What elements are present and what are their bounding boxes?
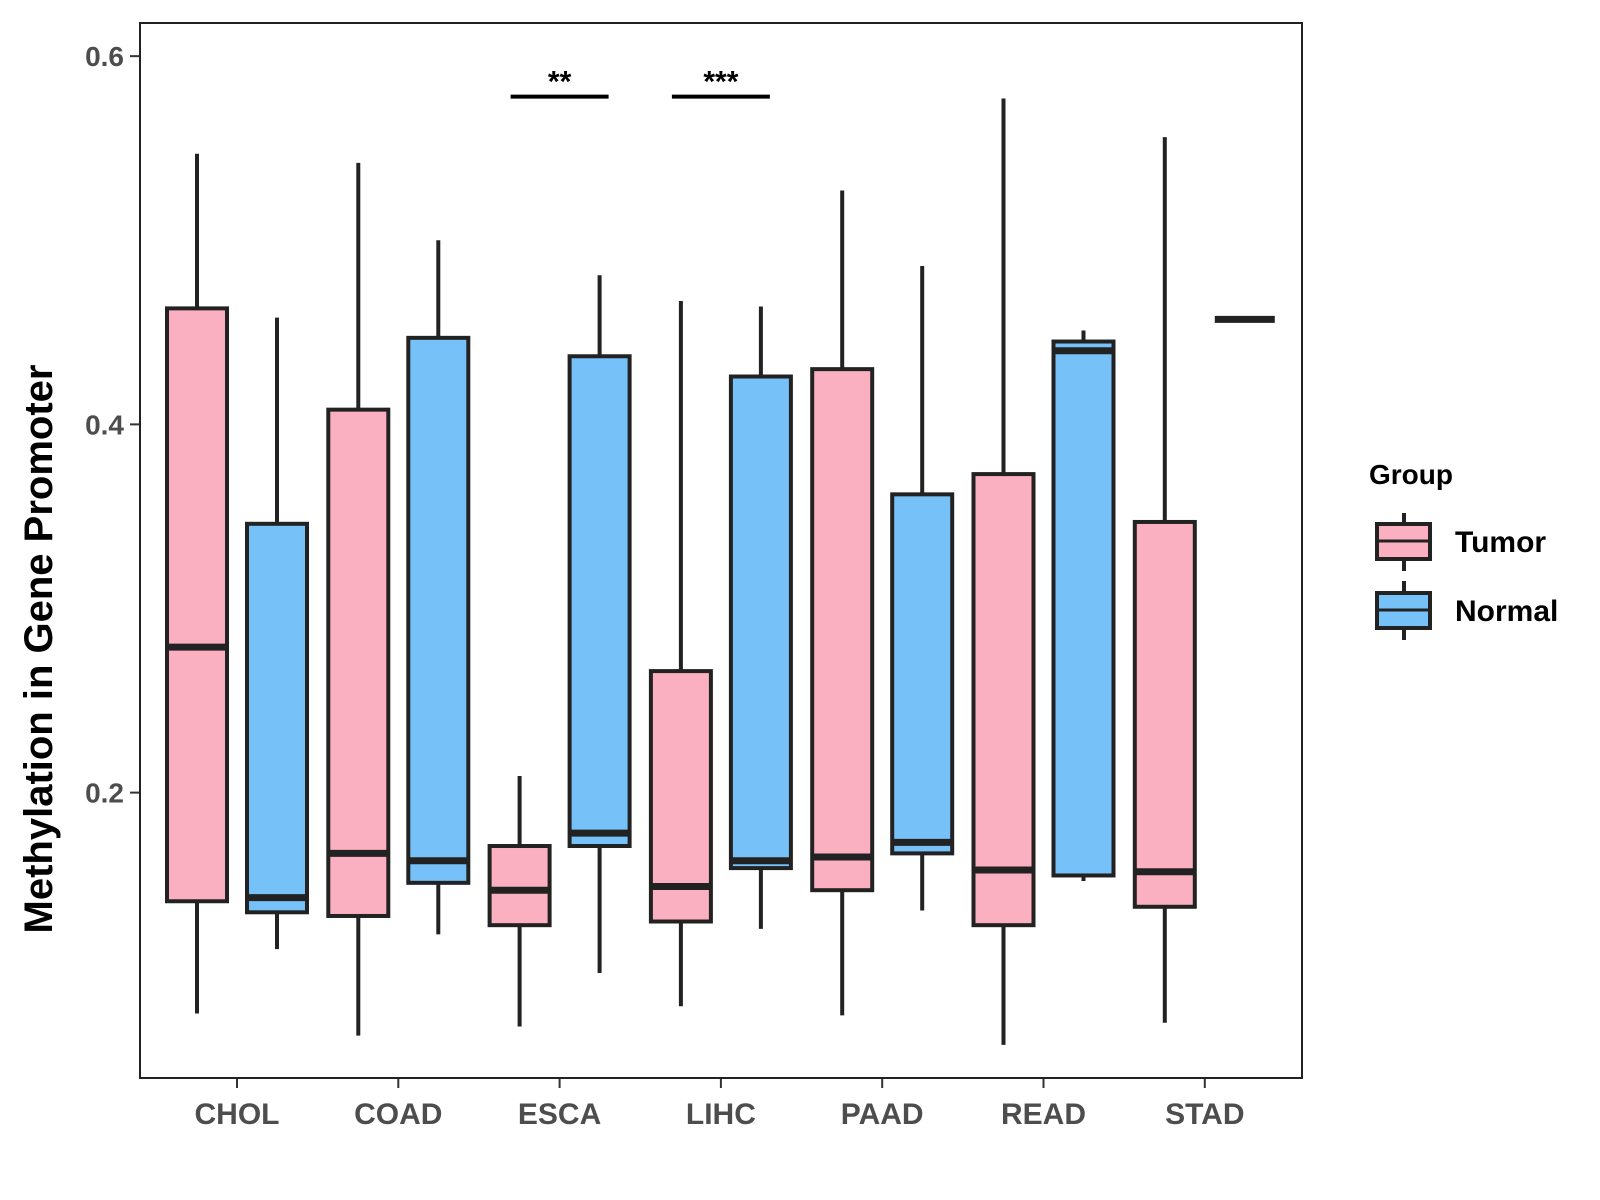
box-body-tumor-read <box>971 472 1036 928</box>
box-body-normal-read <box>1051 339 1116 878</box>
y-tick-label-2: 0.6 <box>85 41 124 72</box>
box-normal-coad <box>406 240 471 935</box>
plot-background <box>140 23 1302 1078</box>
box-body-normal-paad <box>890 492 955 856</box>
box-tumor-read <box>971 98 1036 1045</box>
box-normal-read <box>1051 330 1116 881</box>
box-body-tumor-coad <box>326 407 391 918</box>
plot-border <box>139 22 1303 1079</box>
box-body-normal-coad <box>406 335 471 885</box>
box-normal-esca <box>567 275 632 974</box>
legend-title: Group <box>1369 459 1453 490</box>
significance-label-lihc: *** <box>703 66 738 99</box>
x-tick-label-paad: PAAD <box>841 1098 924 1131</box>
x-tick-label-lihc: LIHC <box>686 1098 756 1131</box>
legend-label-tumor: Tumor <box>1455 526 1546 559</box>
box-body-tumor-chol <box>165 306 229 904</box>
box-tumor-chol <box>165 153 229 1014</box>
box-body-tumor-stad <box>1132 519 1197 909</box>
legend: Group Tumor Normal <box>1369 459 1558 640</box>
box-normal-chol <box>245 317 309 950</box>
box-body-normal-lihc <box>728 374 793 871</box>
x-tick-label-chol: CHOL <box>195 1098 280 1131</box>
y-axis-title: Methylation in Gene Promoter <box>17 365 61 934</box>
x-tick-label-read: READ <box>1001 1098 1086 1131</box>
box-body-tumor-paad <box>810 367 875 893</box>
plot-marks: ** *** <box>165 66 1275 1045</box>
x-tick-label-esca: ESCA <box>518 1098 601 1131</box>
x-tick-label-coad: COAD <box>354 1098 442 1131</box>
box-normal-paad <box>890 266 955 911</box>
y-tick-label-1: 0.4 <box>85 409 124 440</box>
box-normal-lihc <box>728 306 793 929</box>
significance-label-esca: ** <box>548 66 572 99</box>
box-body-normal-chol <box>245 521 309 915</box>
box-tumor-lihc <box>648 301 713 1007</box>
axes: 0.2 0.4 0.6 CHOL COAD ESCA LIHC PAAD READ STAD <box>85 41 1244 1131</box>
box-body-normal-esca <box>567 354 632 849</box>
box-body-tumor-lihc <box>648 669 713 924</box>
y-tick-label-0: 0.2 <box>85 778 124 809</box>
box-tumor-esca <box>487 776 552 1027</box>
box-tumor-paad <box>810 190 875 1016</box>
box-body-tumor-esca <box>487 844 552 928</box>
legend-label-normal: Normal <box>1455 595 1558 628</box>
x-tick-label-stad: STAD <box>1165 1098 1244 1131</box>
box-tumor-stad <box>1132 137 1197 1023</box>
box-tumor-coad <box>326 162 391 1036</box>
